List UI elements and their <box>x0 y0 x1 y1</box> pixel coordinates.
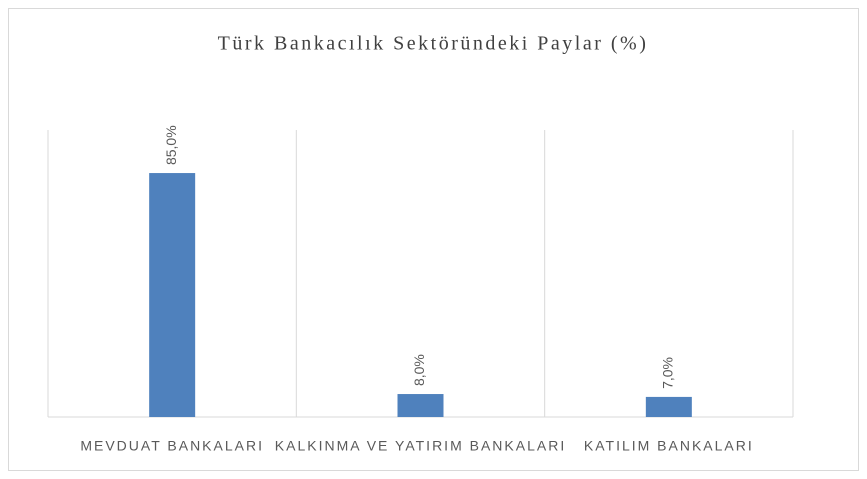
data-label: 7,0% <box>660 357 676 389</box>
bar <box>645 396 692 417</box>
chart-title: Türk Bankacılık Sektöründeki Paylar (%) <box>218 33 649 55</box>
data-label: 85,0% <box>163 125 179 165</box>
x-tick-label: KATILIM BANKALARI <box>584 438 754 454</box>
bar <box>149 173 196 417</box>
bar <box>397 394 444 417</box>
x-tick-label: MEVDUAT BANKALARI <box>80 438 264 454</box>
x-tick-label: KALKINMA VE YATIRIM BANKALARI <box>275 438 566 454</box>
data-label: 8,0% <box>411 354 427 386</box>
